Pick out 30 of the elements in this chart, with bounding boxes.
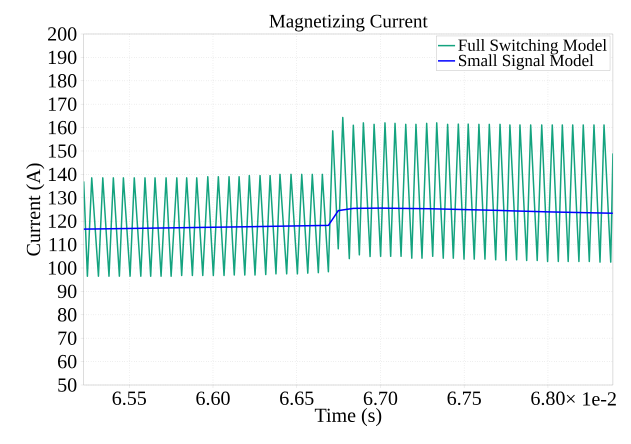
y-tick-label: 90 (58, 284, 76, 298)
y-tick-label: 120 (48, 214, 76, 228)
y-tick-label: 50 (58, 378, 76, 392)
line-series (84, 207, 613, 230)
y-tick-label: 200 (48, 27, 76, 41)
x-tick-label: 6.80 (531, 392, 565, 406)
y-tick-label: 60 (58, 354, 76, 368)
y-tick-label: 190 (48, 50, 76, 64)
x-axis-title: Time (s) (314, 408, 382, 426)
y-tick-label: 180 (48, 74, 76, 88)
y-tick-label: 140 (48, 168, 76, 182)
x-tick-label: 6.55 (112, 392, 146, 406)
y-tick-label: 170 (48, 97, 76, 111)
x-tick-label: 6.75 (448, 392, 481, 406)
y-tick-label: 110 (50, 238, 76, 252)
y-tick-label: 150 (48, 144, 76, 158)
text: × 1e-2 (566, 392, 616, 406)
legend-label: Small Signal Model (458, 54, 594, 70)
x-tick-label: 6.65 (280, 392, 314, 406)
y-tick-label: 130 (48, 191, 76, 205)
x-tick-label: 6.70 (364, 392, 398, 406)
y-tick-label: 80 (58, 308, 76, 322)
legend-label: Full Switching Model (458, 38, 607, 54)
x-tick-label: 6.60 (196, 392, 230, 406)
line-series (84, 116, 613, 277)
y-tick-label: 70 (58, 331, 76, 345)
y-axis-title: Current (A) (26, 163, 44, 256)
y-tick-label: 160 (48, 120, 76, 134)
chart-title: Magnetizing Current (269, 14, 428, 32)
y-tick-label: 100 (48, 261, 76, 275)
